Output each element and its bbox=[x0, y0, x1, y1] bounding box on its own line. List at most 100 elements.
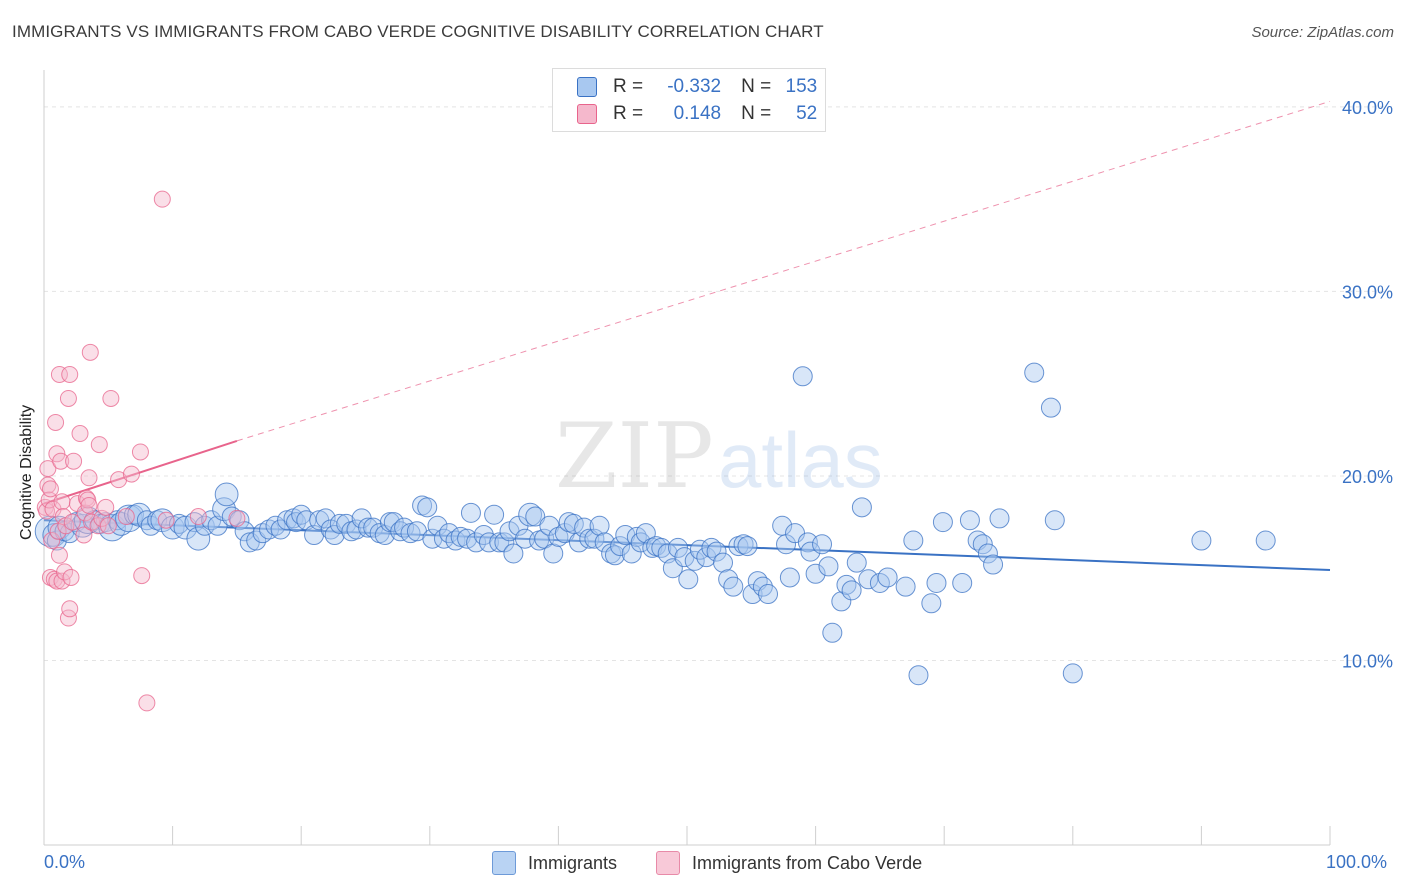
cabo-verde-point bbox=[41, 480, 59, 498]
source-label: Source: ZipAtlas.com bbox=[1251, 24, 1394, 41]
immigrants-point bbox=[214, 482, 239, 507]
n-label: N = bbox=[741, 103, 772, 124]
immigrants-point bbox=[903, 530, 924, 551]
immigrants-point bbox=[489, 532, 510, 553]
immigrants-point bbox=[1255, 530, 1276, 551]
cabo-verde-point bbox=[43, 532, 61, 550]
immigrants-point bbox=[427, 515, 448, 536]
immigrants-point bbox=[574, 517, 595, 538]
immigrants-point bbox=[959, 510, 980, 531]
cabo-verde-trend-extension bbox=[236, 100, 1331, 442]
cabo-verde-point bbox=[138, 694, 156, 712]
cabo-verde-point bbox=[52, 452, 70, 470]
legend-row-immigrants: R = -0.332 N = 153 bbox=[577, 75, 817, 99]
cabo-verde-point bbox=[61, 365, 79, 383]
legend-item-immigrants[interactable]: Immigrants bbox=[492, 851, 617, 875]
cabo-verde-point bbox=[157, 511, 175, 529]
immigrants-point bbox=[259, 519, 280, 540]
r-label: R = bbox=[613, 103, 644, 124]
immigrants-point bbox=[895, 576, 916, 597]
immigrants-point bbox=[630, 532, 651, 553]
cabo-verde-point bbox=[117, 508, 135, 526]
cabo-verde-point bbox=[131, 443, 149, 461]
immigrants-point bbox=[503, 543, 524, 564]
pink-swatch bbox=[577, 104, 597, 124]
immigrants-point bbox=[394, 517, 415, 538]
correlation-legend: R = -0.332 N = 153 R = 0.148 N = 52 bbox=[552, 68, 826, 132]
immigrants-point bbox=[1191, 530, 1212, 551]
cabo-verde-point bbox=[79, 491, 97, 509]
immigrants-point bbox=[972, 534, 993, 555]
immigrants-point bbox=[926, 572, 947, 593]
immigrants-point bbox=[758, 584, 779, 605]
immigrants-point bbox=[742, 584, 763, 605]
immigrants-point bbox=[417, 497, 438, 518]
cabo-verde-point bbox=[61, 600, 79, 618]
watermark-zip: ZIP bbox=[555, 404, 714, 509]
cabo-verde-point bbox=[39, 460, 57, 478]
immigrants-point bbox=[336, 513, 357, 534]
r-value: -0.332 bbox=[667, 76, 722, 97]
cabo-verde-point bbox=[65, 452, 83, 470]
immigrants-point bbox=[98, 513, 126, 542]
r-label: R = bbox=[613, 76, 644, 97]
immigrants-point bbox=[390, 521, 411, 542]
cabo-verde-point bbox=[47, 413, 65, 431]
immigrants-point bbox=[779, 567, 800, 588]
y-tick-labels: 10.0% 20.0% 30.0% 40.0% bbox=[1342, 98, 1393, 672]
immigrants-point bbox=[737, 536, 758, 557]
cabo-verde-point bbox=[50, 546, 68, 564]
immigrants-point bbox=[877, 567, 898, 588]
axes bbox=[43, 70, 1331, 846]
immigrants-point bbox=[908, 665, 929, 686]
immigrants-point bbox=[706, 541, 727, 562]
r-value: 0.148 bbox=[673, 103, 722, 124]
immigrants-point bbox=[805, 563, 826, 584]
cabo-verde-point bbox=[59, 609, 77, 627]
immigrants-point bbox=[186, 526, 211, 551]
immigrants-point bbox=[604, 545, 625, 566]
cabo-verde-point bbox=[99, 517, 117, 535]
immigrants-point bbox=[812, 534, 833, 555]
immigrants-point bbox=[989, 508, 1010, 529]
immigrants-point bbox=[921, 593, 942, 614]
cabo-verde-point bbox=[102, 389, 120, 407]
y-tick-label-10: 10.0% bbox=[1342, 651, 1393, 671]
immigrants-point bbox=[678, 569, 699, 590]
immigrants-point bbox=[831, 591, 852, 612]
cabo-verde-point bbox=[59, 389, 77, 407]
immigrants-point bbox=[207, 515, 228, 536]
cabo-verde-point bbox=[122, 465, 140, 483]
y-tick-label-40: 40.0% bbox=[1342, 98, 1393, 118]
data-points bbox=[34, 190, 1276, 712]
y-tick-label-20: 20.0% bbox=[1342, 467, 1393, 487]
cabo-verde-point bbox=[62, 568, 80, 586]
immigrants-point bbox=[651, 537, 672, 558]
immigrants-point bbox=[851, 497, 872, 518]
immigrants-point bbox=[460, 502, 481, 523]
immigrants-point bbox=[684, 550, 705, 571]
immigrants-point bbox=[584, 528, 605, 549]
immigrants-point bbox=[792, 366, 813, 387]
watermark: ZIP atlas bbox=[555, 404, 883, 509]
cabo-verde-point bbox=[153, 190, 171, 208]
immigrants-point bbox=[568, 532, 589, 553]
immigrants-point bbox=[1024, 362, 1045, 383]
immigrants-point bbox=[932, 512, 953, 533]
immigrants-point bbox=[983, 554, 1004, 575]
immigrants-point bbox=[713, 552, 734, 573]
x-tick-label-max: 100.0% bbox=[1326, 852, 1388, 872]
cabo-verde-point bbox=[133, 567, 151, 585]
immigrants-point bbox=[518, 502, 543, 527]
immigrants-point bbox=[800, 541, 821, 562]
x-tick-label-min: 0.0% bbox=[44, 852, 86, 872]
legend-label-cabo-verde: Immigrants from Cabo Verde bbox=[692, 852, 923, 873]
immigrants-point bbox=[548, 526, 569, 547]
blue-swatch bbox=[492, 851, 516, 875]
legend-item-cabo-verde[interactable]: Immigrants from Cabo Verde bbox=[656, 851, 922, 875]
y-tick-label-30: 30.0% bbox=[1342, 282, 1393, 302]
cabo-verde-point bbox=[75, 526, 93, 544]
chart-title: IMMIGRANTS VS IMMIGRANTS FROM CABO VERDE… bbox=[12, 22, 824, 41]
immigrants-point bbox=[818, 556, 839, 577]
cabo-verde-point bbox=[97, 498, 115, 516]
